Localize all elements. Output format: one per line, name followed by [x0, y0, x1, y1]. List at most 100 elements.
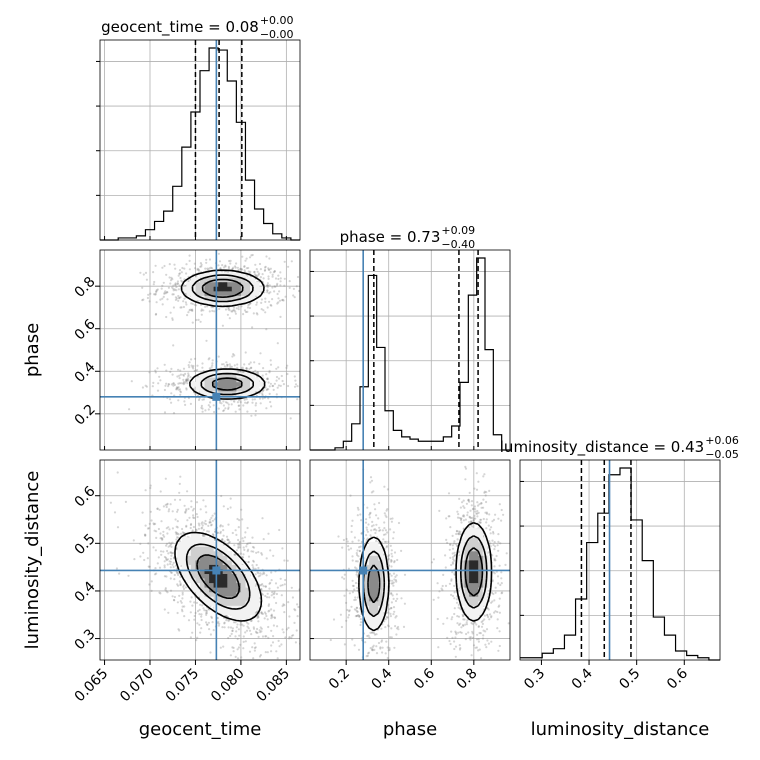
sample-point [261, 635, 265, 638]
sample-point [246, 550, 249, 553]
sample-point [177, 533, 180, 536]
sample-point [456, 615, 459, 618]
sample-point [244, 640, 247, 643]
sample-point [353, 536, 356, 539]
sample-point [153, 529, 156, 532]
sample-point [191, 321, 194, 324]
sample-point [465, 623, 469, 626]
sample-point [192, 525, 195, 529]
sample-point [230, 632, 233, 636]
sample-point [191, 604, 194, 607]
sample-point [483, 666, 485, 668]
sample-point [234, 529, 237, 532]
sample-point [177, 628, 180, 631]
sample-point [163, 411, 167, 414]
sample-point [448, 582, 451, 585]
sample-point [281, 584, 284, 587]
sample-point [366, 530, 369, 533]
sample-point [213, 512, 216, 515]
density-cell [204, 295, 210, 301]
sample-point [233, 553, 237, 556]
sample-point [242, 647, 245, 650]
sample-point [139, 271, 142, 274]
sample-point [227, 626, 230, 629]
sample-point [239, 401, 242, 404]
density-cell [209, 560, 214, 565]
density-cell [222, 555, 228, 561]
sample-point [186, 382, 189, 385]
sample-point [259, 268, 262, 271]
sample-point [494, 586, 497, 589]
sample-point [259, 572, 262, 575]
sample-point [375, 514, 378, 517]
sample-point [245, 367, 248, 371]
sample-point [356, 596, 359, 599]
sample-point [355, 609, 358, 612]
sample-point [159, 537, 162, 540]
density-cell [218, 578, 224, 584]
density-cell [245, 614, 251, 620]
sample-point [219, 646, 222, 649]
sample-point [222, 505, 225, 508]
sample-point [293, 621, 296, 625]
sample-point [194, 611, 197, 615]
sample-point [271, 616, 274, 619]
sample-point [263, 611, 267, 614]
sample-point [267, 275, 270, 278]
sample-point [365, 655, 368, 658]
sample-point [201, 407, 204, 410]
sample-point [164, 588, 167, 591]
sample-point [260, 630, 263, 633]
sample-point [169, 562, 172, 566]
sample-point [456, 668, 458, 670]
sample-point [231, 267, 234, 270]
sample-point [474, 510, 477, 513]
density-cell [259, 381, 264, 387]
sample-point [269, 303, 272, 307]
sample-point [191, 366, 194, 369]
sample-point [496, 610, 499, 614]
sample-point [368, 703, 370, 705]
sample-point [266, 618, 269, 621]
sample-point [211, 514, 214, 517]
sample-point [211, 533, 214, 536]
density-cell [222, 290, 228, 296]
sample-point [494, 610, 497, 613]
sample-point [355, 606, 358, 609]
density-cell [204, 541, 210, 547]
sample-point [237, 305, 240, 308]
sample-point [390, 592, 393, 596]
sample-point [457, 513, 460, 516]
sample-point [179, 390, 182, 393]
sample-point [265, 407, 268, 410]
density-cell [227, 295, 233, 301]
density-cell [190, 277, 196, 283]
sample-point [175, 285, 178, 289]
sample-point [373, 528, 377, 531]
sample-point [205, 611, 208, 615]
sample-point [360, 519, 363, 522]
sample-point [168, 508, 171, 511]
sample-point [142, 551, 145, 554]
sample-point [241, 518, 244, 521]
sample-point [448, 515, 451, 518]
sample-point [162, 550, 165, 553]
sample-point [180, 279, 183, 282]
sample-point [172, 384, 175, 387]
sample-point [332, 618, 336, 621]
sample-point [295, 285, 298, 288]
sample-point [283, 260, 286, 263]
sample-point [232, 306, 236, 309]
sample-point [499, 542, 502, 545]
sample-point [152, 546, 155, 549]
sample-point [231, 268, 234, 271]
sample-point [364, 641, 367, 644]
sample-point [389, 615, 392, 618]
sample-point [490, 616, 493, 619]
sample-point [236, 648, 239, 651]
sample-point [467, 499, 470, 502]
sample-point [187, 364, 190, 367]
sample-point [261, 374, 264, 377]
sample-point [329, 638, 332, 642]
density-cell [200, 277, 205, 283]
